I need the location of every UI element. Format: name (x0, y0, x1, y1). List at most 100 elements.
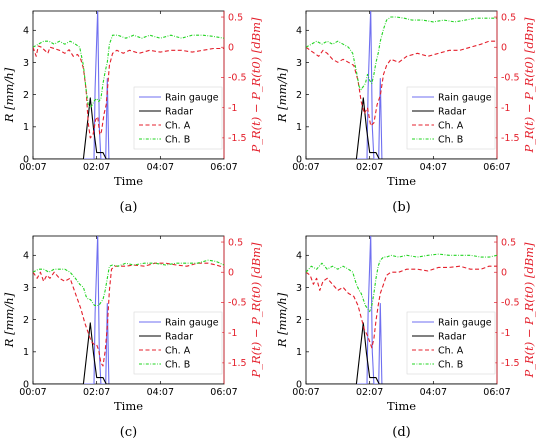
x-tick-label: 06:07 (483, 387, 510, 398)
x-tick-label: 04:07 (420, 387, 447, 398)
y2-tick-label: 0 (228, 43, 234, 54)
series-line-rain-gauge (306, 11, 497, 159)
y-axis-title: R [mm/h] (2, 67, 16, 123)
y-tick-label: 3 (23, 283, 29, 294)
x-tick-label: 00:07 (292, 162, 319, 173)
chart-panel-1: 00:07 02:07 04:07 06:07 0 1 2 3 4 0.5 0 -0.5 -1 -1.5 R… (2, 10, 263, 215)
y-axis-title: R [mm/h] (2, 292, 16, 348)
series-line-rain-gauge (33, 236, 224, 384)
y-tick-label: 4 (23, 251, 29, 262)
y-tick-label: 0 (296, 379, 302, 390)
chart-panel-4: 00:07 02:07 04:07 06:07 0 1 2 3 4 0.5 0 -0.5 -1 -1.5 R… (275, 235, 536, 440)
x-tick-label: 06:07 (483, 162, 510, 173)
x-tick-label: 04:07 (147, 162, 174, 173)
y2-axis-title: P_R(t) − P_R(t0) [dBm] (249, 242, 263, 379)
x-axis-title: Time (114, 174, 143, 188)
legend-label: Ch. A (438, 120, 464, 131)
y-tick-label: 0 (296, 154, 302, 165)
x-tick-label: 00:07 (19, 162, 46, 173)
y2-tick-label: -1 (228, 103, 237, 114)
y2-tick-label: -1 (228, 328, 237, 339)
series-line-radar (306, 97, 497, 159)
x-tick-label: 02:07 (356, 162, 383, 173)
y-tick-label: 4 (23, 26, 29, 37)
legend-label: Ch. B (165, 134, 190, 145)
series-line-ch-b (33, 34, 224, 109)
y2-tick-label: -0.5 (228, 73, 247, 84)
legend-label: Radar (165, 106, 193, 117)
x-tick-label: 02:07 (83, 162, 110, 173)
y2-tick-label: -1.5 (228, 358, 247, 369)
x-axis-title: Time (114, 399, 143, 413)
series-line-ch-a (306, 40, 497, 127)
x-tick-label: 06:07 (210, 387, 237, 398)
series-group (33, 11, 224, 159)
series-line-ch-a (33, 45, 224, 139)
y2-tick-label: -1 (501, 328, 510, 339)
x-axis-title: Time (387, 174, 416, 188)
x-tick-label: 04:07 (147, 387, 174, 398)
legend-label: Radar (438, 331, 466, 342)
y2-tick-label: 0 (501, 43, 507, 54)
y-tick-label: 2 (23, 90, 29, 101)
legend-label: Radar (165, 331, 193, 342)
y2-tick-label: 0 (228, 268, 234, 279)
y2-tick-label: 0.5 (501, 12, 516, 23)
y-tick-label: 2 (296, 90, 302, 101)
y2-axis-title: P_R(t) − P_R(t0) [dBm] (522, 242, 536, 379)
series-line-rain-gauge (306, 236, 497, 384)
y2-tick-label: -1.5 (501, 358, 520, 369)
y2-tick-label: 0.5 (228, 12, 243, 23)
y-axis-title: R [mm/h] (275, 292, 289, 348)
y-tick-label: 3 (296, 58, 302, 69)
x-tick-label: 02:07 (83, 387, 110, 398)
series-line-radar (33, 322, 224, 384)
panel-label: (b) (392, 200, 410, 215)
y-tick-label: 1 (296, 347, 302, 358)
legend-label: Rain gauge (165, 92, 219, 103)
legend-label: Ch. B (165, 359, 190, 370)
series-group (33, 236, 224, 384)
y-tick-label: 4 (296, 26, 302, 37)
x-tick-label: 00:07 (292, 387, 319, 398)
legend-label: Rain gauge (438, 92, 492, 103)
y-tick-label: 3 (23, 58, 29, 69)
panel-label: (d) (392, 425, 410, 440)
y-tick-label: 0 (23, 154, 29, 165)
y2-tick-label: 0 (501, 268, 507, 279)
y2-tick-label: -1.5 (501, 133, 520, 144)
series-line-ch-a (33, 262, 224, 367)
y2-axis-title: P_R(t) − P_R(t0) [dBm] (522, 17, 536, 154)
y-tick-label: 1 (23, 347, 29, 358)
chart-panel-2: 00:07 02:07 04:07 06:07 0 1 2 3 4 0.5 0 -0.5 -1 -1.5 R… (275, 10, 536, 215)
chart-panel-3: 00:07 02:07 04:07 06:07 0 1 2 3 4 0.5 0 -0.5 -1 -1.5 R… (2, 235, 263, 440)
y-tick-label: 1 (296, 122, 302, 133)
legend-label: Rain gauge (165, 317, 219, 328)
x-tick-label: 04:07 (420, 162, 447, 173)
series-group (306, 236, 497, 384)
y2-tick-label: -0.5 (501, 73, 520, 84)
x-tick-label: 00:07 (19, 387, 46, 398)
series-line-ch-b (306, 253, 497, 313)
series-line-ch-b (306, 16, 497, 91)
legend-label: Ch. B (438, 359, 463, 370)
legend-label: Ch. B (438, 134, 463, 145)
legend-label: Ch. A (165, 120, 191, 131)
series-line-ch-a (306, 265, 497, 349)
y2-tick-label: -1 (501, 103, 510, 114)
y-tick-label: 2 (23, 315, 29, 326)
y-tick-label: 2 (296, 315, 302, 326)
y-tick-label: 3 (296, 283, 302, 294)
legend-label: Ch. A (165, 345, 191, 356)
y2-tick-label: -0.5 (501, 298, 520, 309)
series-line-radar (306, 322, 497, 384)
series-group (306, 11, 497, 159)
legend-label: Radar (438, 106, 466, 117)
y2-tick-label: -1.5 (228, 133, 247, 144)
y2-tick-label: 0.5 (228, 237, 243, 248)
x-tick-label: 02:07 (356, 387, 383, 398)
legend-label: Ch. A (438, 345, 464, 356)
x-tick-label: 06:07 (210, 162, 237, 173)
y-tick-label: 0 (23, 379, 29, 390)
